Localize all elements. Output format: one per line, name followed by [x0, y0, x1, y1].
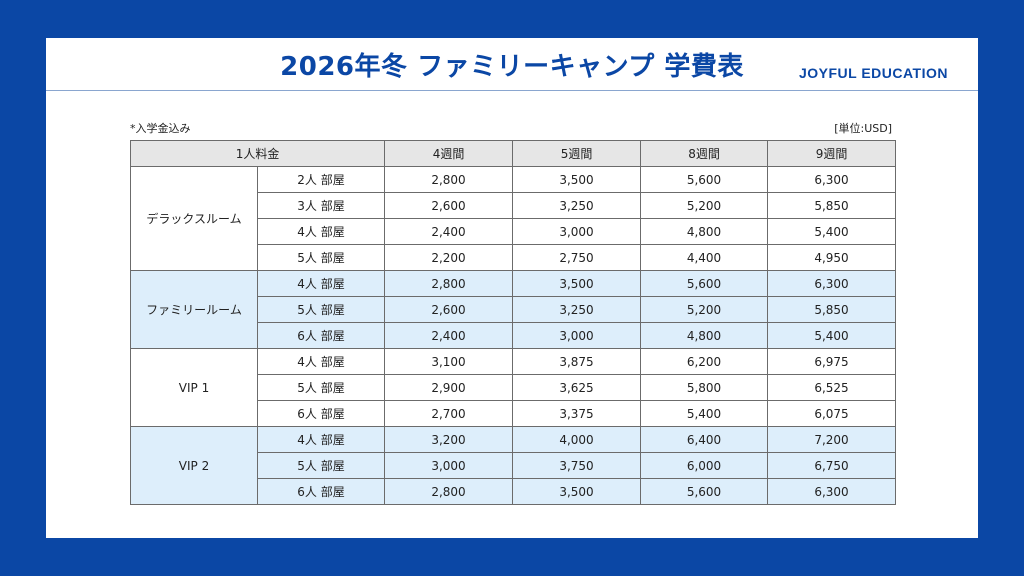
fee-value-cell: 3,200 [384, 426, 514, 453]
table-body: デラックスルーム 2人 部屋 2,800 3,500 5,600 6,300 3人 部屋 2,… [130, 166, 897, 505]
fee-value-cell: 5,400 [767, 322, 897, 349]
room-occupancy-cell: 4人 部屋 [256, 426, 386, 453]
fee-card: 2026年冬 ファミリーキャンプ 学費表 JOYFUL EDUCATION *入… [46, 38, 978, 538]
fee-value-cell: 2,800 [384, 478, 514, 505]
fee-value-cell: 3,250 [512, 192, 642, 219]
fee-value-cell: 6,400 [640, 426, 769, 453]
room-occupancy-cell: 4人 部屋 [256, 348, 386, 375]
fee-value-cell: 3,750 [512, 452, 642, 479]
fee-value-cell: 3,500 [512, 166, 642, 193]
room-occupancy-cell: 6人 部屋 [256, 322, 386, 349]
fee-value-cell: 2,600 [384, 296, 514, 323]
header-divider [46, 90, 978, 91]
fee-value-cell: 5,850 [767, 192, 897, 219]
fee-value-cell: 3,250 [512, 296, 642, 323]
table-row: VIP 2 4人 部屋 3,200 4,000 6,400 7,200 [130, 426, 897, 505]
fee-value-cell: 5,600 [640, 166, 769, 193]
fee-value-cell: 5,400 [640, 400, 769, 427]
fee-value-cell: 3,875 [512, 348, 642, 375]
room-occupancy-cell: 3人 部屋 [256, 192, 386, 219]
fee-value-cell: 5,200 [640, 296, 769, 323]
fee-value-cell: 3,500 [512, 478, 642, 505]
table-row: 5人 部屋 3,000 3,750 6,000 6,750 [131, 452, 897, 479]
room-type-cell: VIP 1 [130, 348, 258, 427]
fee-value-cell: 5,800 [640, 374, 769, 401]
table-row: ファミリールーム 4人 部屋 2,800 3,500 5,600 6,300 [130, 270, 897, 349]
header-cell-9-weeks: 9週間 [767, 140, 897, 167]
room-occupancy-cell: 5人 部屋 [256, 244, 386, 271]
fee-value-cell: 6,750 [767, 452, 897, 479]
fee-value-cell: 6,300 [767, 270, 897, 297]
fee-value-cell: 3,000 [512, 218, 642, 245]
room-occupancy-cell: 5人 部屋 [256, 296, 386, 323]
fee-value-cell: 2,800 [384, 166, 514, 193]
room-occupancy-cell: 4人 部屋 [256, 270, 386, 297]
fee-value-cell: 2,400 [384, 218, 514, 245]
brand-name: JOYFUL EDUCATION [798, 65, 948, 81]
fee-value-cell: 6,300 [767, 166, 897, 193]
fee-value-cell: 3,100 [384, 348, 514, 375]
fee-value-cell: 4,800 [640, 218, 769, 245]
fee-value-cell: 6,000 [640, 452, 769, 479]
room-type-cell: デラックスルーム [130, 166, 258, 271]
header-cell-5-weeks: 5週間 [512, 140, 642, 167]
fee-value-cell: 2,400 [384, 322, 514, 349]
header-cell-8-weeks: 8週間 [640, 140, 769, 167]
room-occupancy-cell: 2人 部屋 [256, 166, 386, 193]
room-occupancy-cell: 4人 部屋 [256, 218, 386, 245]
table-row: 4人 部屋 2,400 3,000 4,800 5,400 [131, 218, 897, 245]
fee-value-cell: 3,375 [512, 400, 642, 427]
fee-value-cell: 3,500 [512, 270, 642, 297]
room-occupancy-cell: 5人 部屋 [256, 452, 386, 479]
fee-value-cell: 4,800 [640, 322, 769, 349]
fee-value-cell: 7,200 [767, 426, 897, 453]
table-row: デラックスルーム 2人 部屋 2,800 3,500 5,600 6,300 [130, 166, 897, 271]
room-occupancy-cell: 6人 部屋 [256, 478, 386, 505]
room-occupancy-cell: 6人 部屋 [256, 400, 386, 427]
fee-value-cell: 6,075 [767, 400, 897, 427]
room-type-cell: ファミリールーム [130, 270, 258, 349]
fee-value-cell: 2,700 [384, 400, 514, 427]
fee-value-cell: 3,625 [512, 374, 642, 401]
fee-value-cell: 2,200 [384, 244, 514, 271]
room-occupancy-cell: 5人 部屋 [256, 374, 386, 401]
fee-value-cell: 2,800 [384, 270, 514, 297]
enrollment-fee-note: *入学金込み [130, 122, 191, 135]
fee-value-cell: 3,000 [384, 452, 514, 479]
table-row: 5人 部屋 2,200 2,750 4,400 4,950 [131, 244, 897, 271]
fee-value-cell: 4,400 [640, 244, 769, 271]
fee-value-cell: 6,200 [640, 348, 769, 375]
fee-value-cell: 5,200 [640, 192, 769, 219]
fee-value-cell: 2,600 [384, 192, 514, 219]
room-type-cell: VIP 2 [130, 426, 258, 505]
fee-value-cell: 6,525 [767, 374, 897, 401]
fee-value-cell: 4,000 [512, 426, 642, 453]
table-row: VIP 1 4人 部屋 3,100 3,875 6,200 6,975 [130, 348, 897, 427]
fee-value-cell: 6,300 [767, 478, 897, 505]
table-row: 3人 部屋 2,600 3,250 5,200 5,850 [131, 192, 897, 219]
page-title: 2026年冬 ファミリーキャンプ 学費表 [280, 52, 744, 82]
fee-value-cell: 2,900 [384, 374, 514, 401]
fee-value-cell: 6,975 [767, 348, 897, 375]
fee-value-cell: 2,750 [512, 244, 642, 271]
fee-value-cell: 5,600 [640, 270, 769, 297]
fee-value-cell: 5,850 [767, 296, 897, 323]
table-row: 5人 部屋 2,900 3,625 5,800 6,525 [131, 374, 897, 401]
tuition-fee-table: 1人料金 4週間 5週間 8週間 9週間 デラックスルーム 2人 部屋 2,800 3… [129, 140, 897, 505]
header-cell-4-weeks: 4週間 [384, 140, 514, 167]
table-row: 5人 部屋 2,600 3,250 5,200 5,850 [131, 296, 897, 323]
currency-unit-note: [単位:USD] [834, 122, 892, 135]
fee-value-cell: 5,600 [640, 478, 769, 505]
header-cell-per-person: 1人料金 [129, 140, 386, 167]
fee-value-cell: 3,000 [512, 322, 642, 349]
fee-value-cell: 4,950 [767, 244, 897, 271]
table-row: 6人 部屋 2,700 3,375 5,400 6,075 [131, 400, 897, 427]
table-row: 6人 部屋 2,800 3,500 5,600 6,300 [131, 478, 897, 505]
table-header-row: 1人料金 4週間 5週間 8週間 9週間 [129, 140, 897, 167]
fee-value-cell: 5,400 [767, 218, 897, 245]
